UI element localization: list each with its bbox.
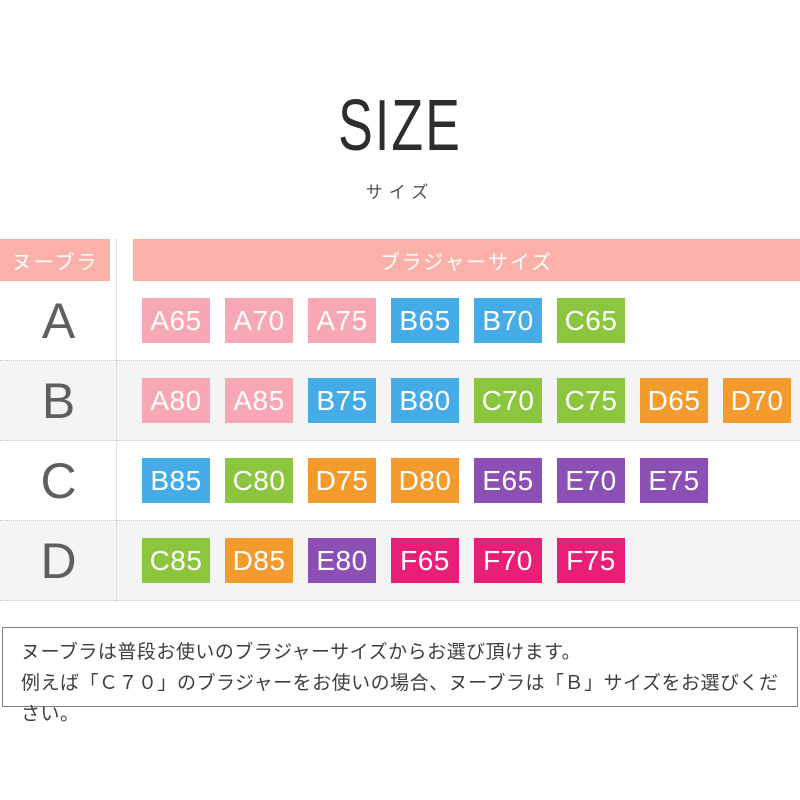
footer-note: ヌーブラは普段お使いのブラジャーサイズからお選び頂けます。 例えば「Ｃ７０」のブ… [2, 627, 798, 725]
size-badge: A75 [308, 298, 376, 343]
table-header: ヌーブラ ブラジャーサイズ [0, 239, 800, 281]
size-badge: B70 [474, 298, 542, 343]
table-row: D C85 D85 E80 F65 F70 F75 [0, 521, 800, 601]
page-subtitle: サイズ [365, 183, 435, 202]
size-badge: C70 [474, 378, 542, 423]
size-badge: D80 [391, 458, 459, 503]
size-badge: A85 [225, 378, 293, 423]
page-title: SIZE [338, 86, 462, 166]
row-label: B [41, 372, 76, 429]
note-line-2: 例えば「Ｃ７０」のブラジャーをお使いの場合、ヌーブラは「Ｂ」サイズをお選びくださ… [21, 673, 779, 725]
row-label: C [40, 452, 77, 509]
row-label: A [41, 292, 76, 349]
size-badge: B65 [391, 298, 459, 343]
size-badge: F70 [474, 538, 542, 583]
size-badge: D85 [225, 538, 293, 583]
size-badge: A70 [225, 298, 293, 343]
table-row: C B85 C80 D75 D80 E65 E70 E75 [0, 441, 800, 521]
size-badge: C80 [225, 458, 293, 503]
size-badge: D65 [640, 378, 708, 423]
size-badge: E80 [308, 538, 376, 583]
title-block: SIZE サイズ [0, 0, 800, 203]
size-badge: D70 [723, 378, 791, 423]
size-badge: A65 [142, 298, 210, 343]
table-body: A A65 A70 A75 B65 B70 C65 B A80 A85 B75 B80 C70 C75 D6… [0, 281, 800, 601]
table-row: A A65 A70 A75 B65 B70 C65 [0, 281, 800, 361]
size-badge: C65 [557, 298, 625, 343]
badge-group: C85 D85 E80 F65 F70 F75 [117, 538, 625, 583]
size-badge: D75 [308, 458, 376, 503]
size-badge: C75 [557, 378, 625, 423]
size-badge: E65 [474, 458, 542, 503]
badge-group: A65 A70 A75 B65 B70 C65 [117, 298, 625, 343]
size-table: ヌーブラ ブラジャーサイズ A A65 A70 A75 B65 B70 C65 B A80 A85… [0, 239, 800, 601]
size-badge: B80 [391, 378, 459, 423]
badge-group: B85 C80 D75 D80 E65 E70 E75 [117, 458, 708, 503]
vertical-divider [116, 239, 117, 601]
header-cell-bra-size: ブラジャーサイズ [133, 239, 800, 281]
size-badge: B75 [308, 378, 376, 423]
size-badge: A80 [142, 378, 210, 423]
size-badge: B85 [142, 458, 210, 503]
header-cell-nubra: ヌーブラ [0, 239, 110, 281]
size-badge: C85 [142, 538, 210, 583]
size-badge: F65 [391, 538, 459, 583]
note-line-1: ヌーブラは普段お使いのブラジャーサイズからお選び頂けます。 [21, 642, 582, 663]
size-badge: E70 [557, 458, 625, 503]
size-badge: F75 [557, 538, 625, 583]
row-label: D [40, 532, 77, 589]
size-badge: E75 [640, 458, 708, 503]
table-row: B A80 A85 B75 B80 C70 C75 D65 D70 [0, 361, 800, 441]
badge-group: A80 A85 B75 B80 C70 C75 D65 D70 [117, 378, 791, 423]
